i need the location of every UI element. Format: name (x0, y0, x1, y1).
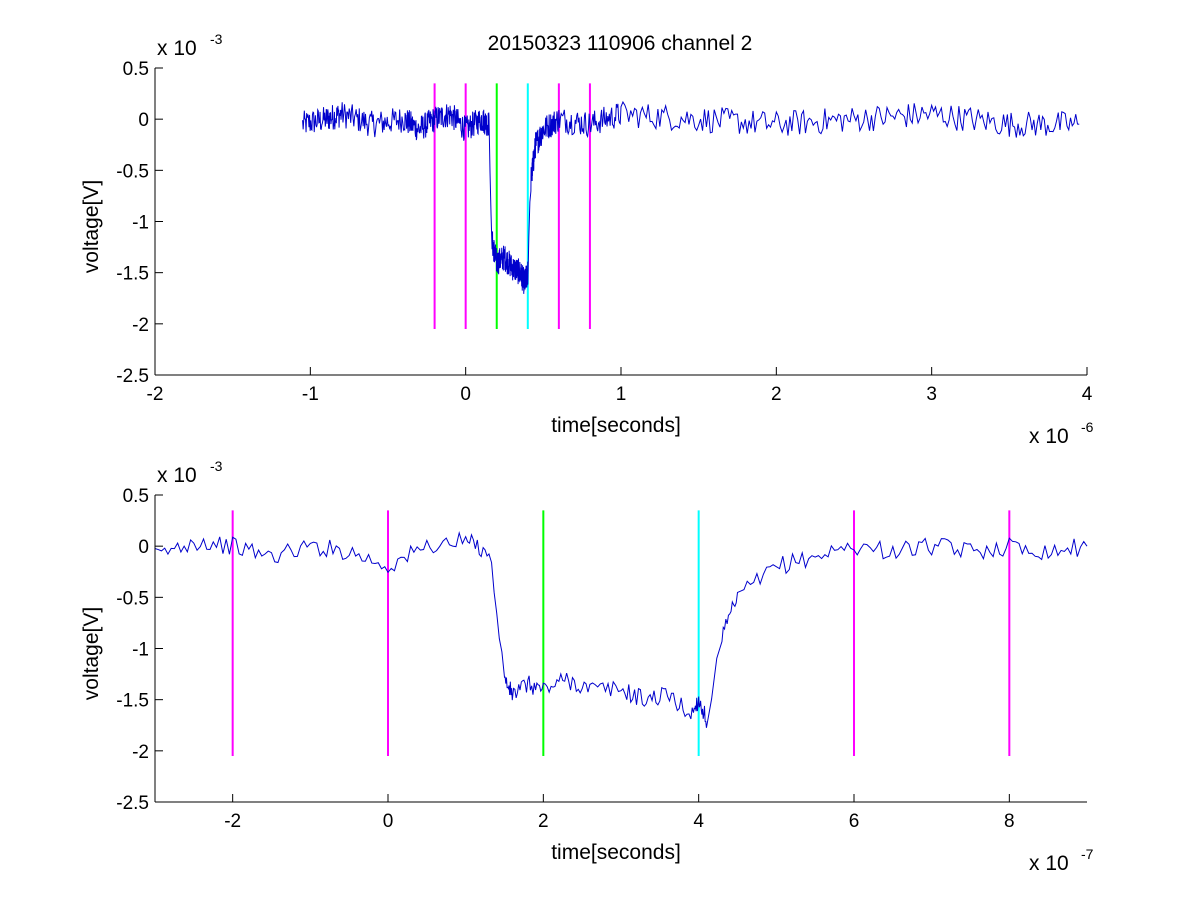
x-tick-label-4: 2 (771, 384, 782, 405)
x-axis-label: time[seconds] (551, 414, 681, 437)
y-tick-label-0: 0.5 (123, 59, 149, 80)
x-tick-label-0: -2 (224, 811, 241, 832)
signal-series-0 (302, 100, 1080, 294)
x-multiplier-exponent: -7 (1081, 846, 1094, 862)
x-tick-label-1: 0 (383, 811, 394, 832)
x-tick-label-6: 4 (1082, 384, 1093, 405)
top-plot: -2 -1 0 1 2 3 40.50-0.5-1-1.5-2-2.5time[second… (80, 31, 1094, 448)
bottom-plot: -2 0 2 4 6 8 0.5 0 -0.5 -1 -1.5 -2 -2.5 time[seconds]… (80, 458, 1094, 875)
x-tick-label-2: 2 (538, 811, 549, 832)
x-axis-label: time[seconds] (551, 841, 681, 864)
y-tick-label-4: -1.5 (116, 691, 149, 712)
y-tick-label-2: -0.5 (116, 588, 149, 609)
x-tick-label-3: 4 (693, 811, 704, 832)
y-tick-label-1: 0 (138, 110, 149, 131)
y-tick-label-5: -2 (132, 315, 149, 336)
y-tick-label-3: -1 (132, 640, 149, 661)
y-multiplier-exponent: -3 (210, 31, 223, 47)
y-tick-label-3: -1 (132, 213, 149, 234)
x-tick-label-1: -1 (302, 384, 319, 405)
x-tick-label-2: 0 (460, 384, 471, 405)
signal-series-0 (154, 530, 1088, 728)
x-tick-label-4: 6 (849, 811, 860, 832)
y-axis-label: voltage[V] (80, 180, 103, 273)
x-multiplier: x 10 (1029, 425, 1069, 448)
x-tick-label-5: 3 (926, 384, 937, 405)
y-axis-label: voltage[V] (80, 607, 103, 700)
y-multiplier-exponent: -3 (210, 458, 223, 474)
y-tick-label-2: -0.5 (116, 161, 149, 182)
y-multiplier: x 10 (157, 464, 197, 487)
x-multiplier-exponent: -6 (1081, 419, 1094, 435)
y-tick-label-4: -1.5 (116, 264, 149, 285)
y-tick-label-0: 0.5 (123, 486, 149, 507)
y-multiplier: x 10 (157, 37, 197, 60)
figure-title: 20150323 110906 channel 2 (488, 32, 753, 55)
y-tick-label-1: 0 (138, 537, 149, 558)
x-tick-label-5: 8 (1004, 811, 1015, 832)
x-multiplier: x 10 (1029, 852, 1069, 875)
x-tick-label-0: -2 (147, 384, 164, 405)
y-tick-label-6: -2.5 (116, 366, 149, 387)
y-tick-label-6: -2.5 (116, 793, 149, 814)
y-tick-label-5: -2 (132, 742, 149, 763)
x-tick-label-3: 1 (616, 384, 627, 405)
